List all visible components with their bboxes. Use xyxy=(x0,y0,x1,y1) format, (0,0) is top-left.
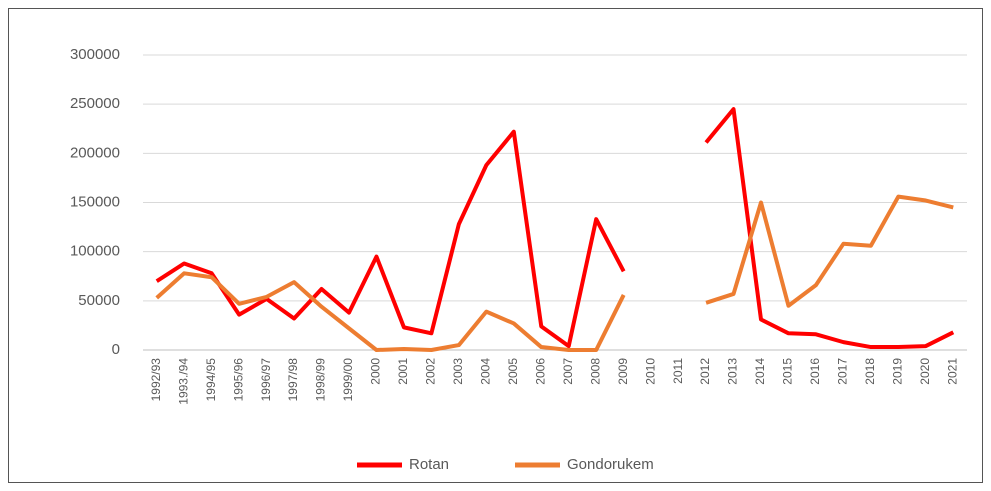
y-tick-label: 0 xyxy=(112,341,120,358)
x-tick-label: 2016 xyxy=(808,358,822,385)
x-tick-label: 2020 xyxy=(918,358,932,385)
x-tick-label: 2021 xyxy=(945,358,959,385)
x-tick-label: 1995/96 xyxy=(231,358,245,402)
x-tick-label: 2010 xyxy=(643,358,657,385)
y-tick-label: 300000 xyxy=(70,46,120,63)
y-tick-label: 250000 xyxy=(70,95,120,112)
x-tick-label: 1999/00 xyxy=(341,358,355,402)
x-tick-label: 2013 xyxy=(726,358,740,385)
x-tick-label: 1998/99 xyxy=(314,358,328,402)
x-tick-label: 2002 xyxy=(424,358,438,385)
x-tick-label: 2017 xyxy=(836,358,850,385)
x-tick-label: 2011 xyxy=(671,358,685,384)
x-tick-label: 2008 xyxy=(588,358,602,385)
x-tick-label: 2003 xyxy=(451,358,465,385)
x-tick-label: 2018 xyxy=(863,358,877,385)
x-tick-label: 1996/97 xyxy=(259,358,273,402)
x-tick-label: 2012 xyxy=(698,358,712,385)
x-tick-label: 2000 xyxy=(369,358,383,385)
series-line xyxy=(155,107,955,350)
x-tick-label: 2004 xyxy=(479,358,493,385)
legend-label: Rotan xyxy=(409,456,449,473)
chart-frame xyxy=(8,8,983,483)
legend-label: Gondorukem xyxy=(567,456,654,473)
x-tick-label: 2006 xyxy=(533,358,547,385)
x-tick-label: 2019 xyxy=(891,358,905,385)
x-tick-label: 2007 xyxy=(561,358,575,385)
x-tick-label: 1997/98 xyxy=(286,358,300,402)
x-tick-label: 1994/95 xyxy=(204,358,218,402)
x-tick-label: 1992/93 xyxy=(149,358,163,402)
x-tick-label: 2001 xyxy=(396,358,410,385)
series-line xyxy=(155,194,954,352)
y-tick-label: 200000 xyxy=(70,144,120,161)
x-tick-label: 2015 xyxy=(781,358,795,385)
x-tick-label: 2014 xyxy=(753,358,767,385)
y-tick-label: 50000 xyxy=(78,292,120,309)
x-tick-label: 1993./94 xyxy=(176,358,190,405)
x-tick-label: 2005 xyxy=(506,358,520,385)
y-tick-label: 100000 xyxy=(70,243,120,260)
x-tick-label: 2009 xyxy=(616,358,630,385)
y-tick-label: 150000 xyxy=(70,193,120,210)
